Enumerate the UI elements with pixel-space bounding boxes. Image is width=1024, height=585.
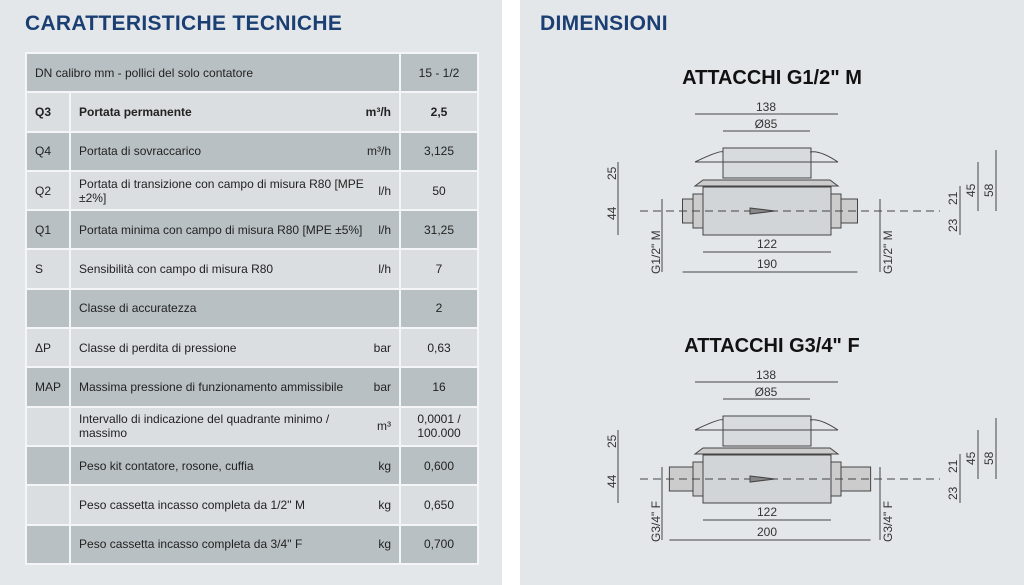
- row-unit: bar: [373, 380, 392, 395]
- row-code: [24, 484, 72, 526]
- row-unit: kg: [378, 537, 392, 552]
- dim-122: 122: [757, 237, 777, 251]
- row-label: Portata di transizione con campo di misu…: [79, 176, 364, 205]
- table-row: Q2 Portata di transizione con campo di m…: [24, 169, 480, 212]
- dim-23: 23: [946, 218, 960, 232]
- row-unit: m³/h: [367, 144, 392, 159]
- row-code: [24, 444, 72, 487]
- row-value: 16: [399, 366, 480, 408]
- row-unit: kg: [378, 497, 392, 512]
- header-label: DN calibro mm - pollici del solo contato…: [24, 51, 402, 94]
- dim-122: 122: [757, 505, 777, 519]
- table-row: ΔP Classe di perdita di pressione bar 0,6…: [24, 327, 480, 369]
- dim-138: 138: [756, 370, 776, 382]
- row-code: Q2: [24, 169, 72, 212]
- row-code: [24, 405, 72, 447]
- row-value: 0,700: [399, 523, 480, 565]
- row-unit: m³: [377, 419, 392, 434]
- drawing-title: ATTACCHI G3/4" F: [684, 335, 860, 357]
- row-value: 3,125: [399, 130, 480, 172]
- table-row: Peso cassetta incasso completa da 3/4'' …: [24, 523, 480, 565]
- row-unit: l/h: [378, 183, 392, 198]
- row-label: Portata di sovraccarico: [79, 144, 202, 159]
- row-value: 31,25: [399, 209, 480, 251]
- row-value: 50: [399, 169, 480, 212]
- table-header-row: DN calibro mm - pollici del solo contato…: [24, 51, 480, 94]
- dim-44: 44: [605, 474, 619, 488]
- row-code: [24, 523, 72, 565]
- dim-85: Ø85: [755, 385, 778, 399]
- row-label: Intervallo di indicazione del quadrante …: [79, 412, 330, 441]
- row-label: Classe di perdita di pressione: [79, 340, 237, 355]
- dim-total: 190: [757, 257, 777, 271]
- table-row: Peso cassetta incasso completa da 1/2'' …: [24, 484, 480, 526]
- dim-21: 21: [946, 459, 960, 473]
- row-unit: l/h: [378, 222, 392, 237]
- table-row: Intervallo di indicazione del quadrante …: [24, 405, 480, 447]
- dim-45: 45: [964, 183, 978, 197]
- dim-21: 21: [946, 191, 960, 205]
- row-unit: kg: [378, 458, 392, 473]
- row-label: Peso cassetta incasso completa da 1/2'' …: [79, 497, 306, 512]
- specs-title: CARATTERISTICHE TECNICHE: [25, 12, 343, 35]
- table-row: S Sensibilità con campo di misura R80 l/h…: [24, 248, 480, 290]
- row-label: Peso kit contatore, rosone, cuffia: [79, 458, 254, 473]
- specs-table: DN calibro mm - pollici del solo contato…: [24, 51, 480, 565]
- row-label: Massima pressione di funzionamento ammis…: [79, 380, 344, 395]
- dim-25: 25: [605, 166, 619, 180]
- row-value: 2: [399, 287, 480, 330]
- table-row: Q1 Portata minima con campo di misura R8…: [24, 209, 480, 251]
- row-code: ΔP: [24, 327, 72, 369]
- row-value: 0,650: [399, 484, 480, 526]
- row-label: Portata minima con campo di misura R80 […: [79, 222, 363, 237]
- thread-right: G3/4" F: [881, 501, 895, 542]
- row-label: Portata permanente: [79, 104, 192, 119]
- row-value: 0,0001 / 100.000: [399, 405, 480, 447]
- row-label: Sensibilità con campo di misura R80: [79, 262, 274, 277]
- row-code: MAP: [24, 366, 72, 408]
- row-code: [24, 287, 72, 330]
- meter-dimension-drawing: 138 Ø85 122 200 25 44 G3/4" F G3/4" F 21…: [605, 370, 997, 542]
- technical-specs-panel: CARATTERISTICHE TECNICHE DN calibro mm -…: [0, 0, 502, 585]
- table-row: Peso kit contatore, rosone, cuffia kg 0,6…: [24, 444, 480, 487]
- dim-138: 138: [756, 102, 776, 114]
- dim-total: 200: [757, 525, 777, 539]
- table-row: Q3 Portata permanente m³/h 2,5: [24, 91, 480, 133]
- meter-dimension-drawing: 138 Ø85 122 190 25 44 G1/2" M G1/2" M 21…: [605, 102, 997, 274]
- dim-85: Ø85: [755, 117, 778, 131]
- row-code: Q1: [24, 209, 72, 251]
- header-value: 15 - 1/2: [399, 51, 480, 94]
- dimensions-title: DIMENSIONI: [540, 12, 668, 35]
- dim-44: 44: [605, 206, 619, 220]
- row-code: S: [24, 248, 72, 290]
- dim-58: 58: [982, 451, 996, 465]
- row-value: 0,63: [399, 327, 480, 369]
- row-value: 0,600: [399, 444, 480, 487]
- thread-left: G3/4" F: [649, 501, 663, 542]
- drawing-title: ATTACCHI G1/2" M: [682, 67, 862, 89]
- dim-25: 25: [605, 434, 619, 448]
- dim-23: 23: [946, 486, 960, 500]
- table-row: Classe di accuratezza 2: [24, 287, 480, 330]
- dim-45: 45: [964, 451, 978, 465]
- row-unit: l/h: [378, 262, 392, 277]
- table-row: Q4 Portata di sovraccarico m³/h 3,125: [24, 130, 480, 172]
- thread-right: G1/2" M: [881, 230, 895, 274]
- row-code: Q3: [24, 91, 72, 133]
- dim-58: 58: [982, 183, 996, 197]
- row-label: Peso cassetta incasso completa da 3/4'' …: [79, 537, 303, 552]
- row-value: 2,5: [399, 91, 480, 133]
- row-label: Classe di accuratezza: [79, 301, 197, 316]
- dimensions-panel: DIMENSIONI ATTACCHI G1/2" M 138 Ø85 122 …: [520, 0, 1024, 585]
- row-unit: m³/h: [365, 104, 392, 119]
- table-row: MAP Massima pressione di funzionamento a…: [24, 366, 480, 408]
- row-code: Q4: [24, 130, 72, 172]
- thread-left: G1/2" M: [649, 230, 663, 274]
- row-unit: bar: [373, 340, 392, 355]
- row-value: 7: [399, 248, 480, 290]
